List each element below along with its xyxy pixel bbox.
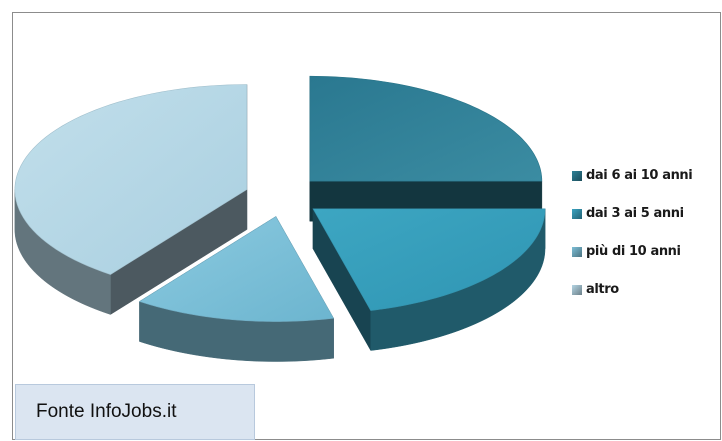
legend-swatch bbox=[572, 247, 582, 257]
pie-slice bbox=[312, 207, 546, 352]
legend-swatch bbox=[572, 209, 582, 219]
chart-legend: dai 6 ai 10 anni dai 3 ai 5 anni più di 10… bbox=[572, 166, 717, 318]
pie-slice bbox=[309, 75, 543, 222]
legend-item: altro bbox=[572, 280, 717, 302]
legend-label: altro bbox=[586, 282, 619, 297]
legend-item: dai 6 ai 10 anni bbox=[572, 166, 717, 188]
legend-label: più di 10 anni bbox=[586, 244, 681, 259]
legend-swatch bbox=[572, 285, 582, 295]
source-label: Fonte InfoJobs.it bbox=[36, 401, 177, 422]
legend-label: dai 6 ai 10 anni bbox=[586, 168, 693, 183]
legend-label: dai 3 ai 5 anni bbox=[586, 206, 684, 221]
legend-item: dai 3 ai 5 anni bbox=[572, 204, 717, 226]
pie-slice bbox=[138, 215, 335, 362]
legend-item: più di 10 anni bbox=[572, 242, 717, 264]
source-box: Fonte InfoJobs.it bbox=[15, 384, 255, 440]
legend-swatch bbox=[572, 171, 582, 181]
pie-slice bbox=[14, 84, 248, 315]
